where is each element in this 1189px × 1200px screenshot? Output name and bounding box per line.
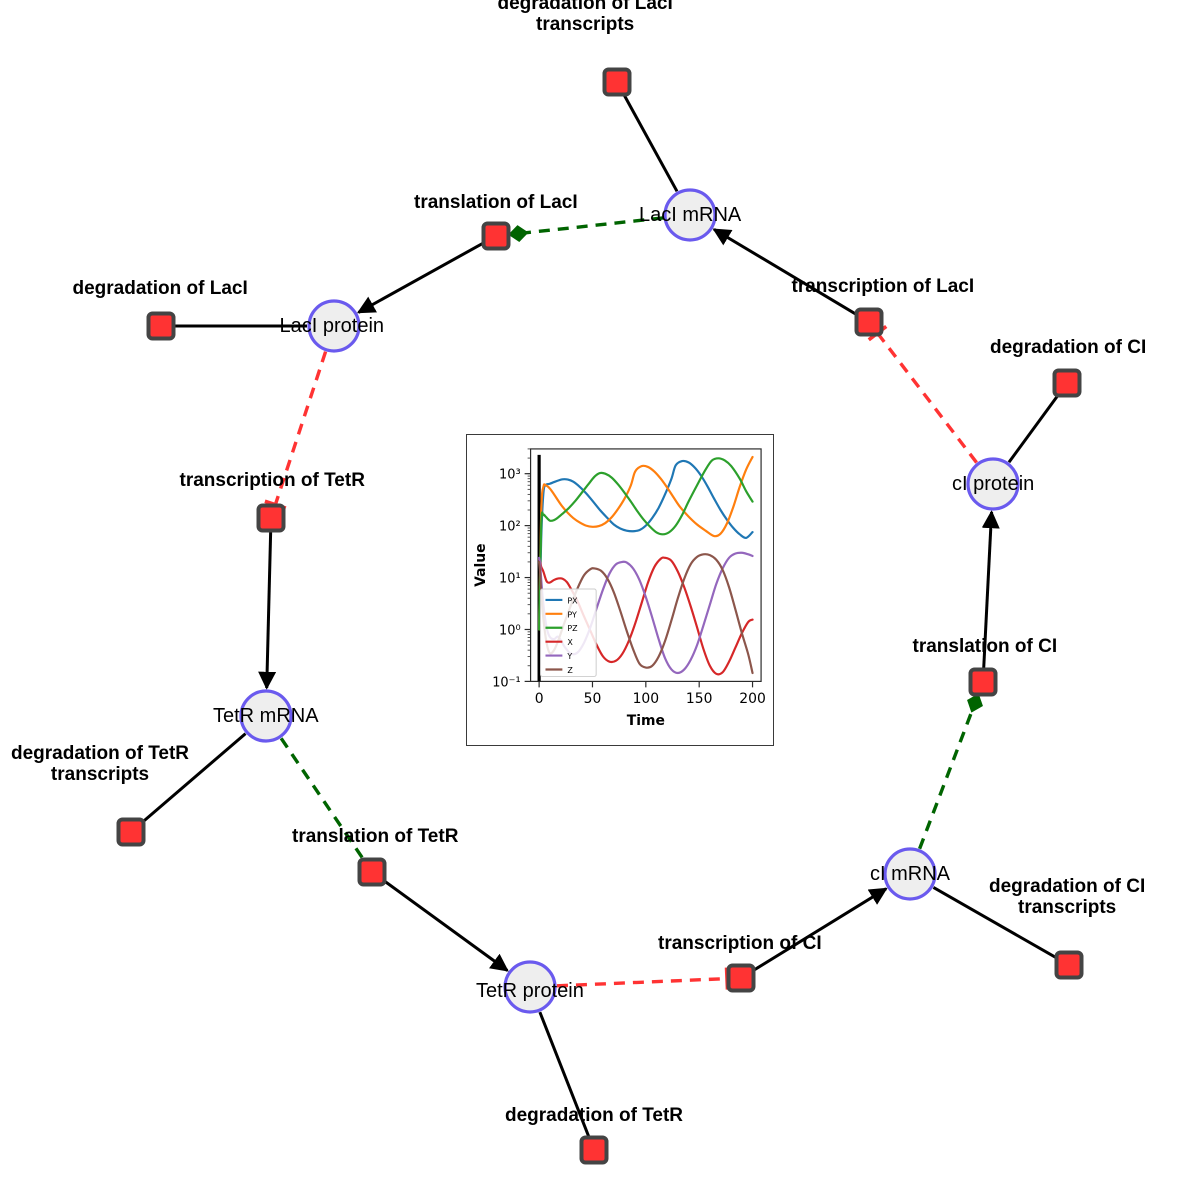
edge-tetr_protein-to-transcr_ci bbox=[556, 976, 728, 988]
x-tick-label: 100 bbox=[633, 691, 660, 707]
reaction-label-deg_laci_transcripts: degradation of LacI transcripts bbox=[497, 0, 673, 35]
reaction-node-transcr_ci[interactable] bbox=[726, 963, 756, 993]
edge-ci_protein-to-deg_ci bbox=[1007, 393, 1060, 464]
series-PY bbox=[538, 455, 754, 631]
reaction-node-deg_tetr_transcripts[interactable] bbox=[116, 817, 146, 847]
edge-transl_tetr-to-tetr_protein bbox=[382, 879, 509, 972]
reaction-node-deg_laci_transcripts[interactable] bbox=[602, 67, 632, 97]
reaction-node-transcr_laci[interactable] bbox=[854, 307, 884, 337]
y-tick-label: 10¹ bbox=[499, 572, 521, 587]
species-node-laci_protein[interactable] bbox=[307, 299, 361, 353]
y-tick-label: 10³ bbox=[499, 468, 521, 483]
edge-tetr_mrna-to-deg_tetr_transcripts bbox=[140, 732, 247, 825]
reaction-label-deg_ci_transcripts: degradation of CI transcripts bbox=[989, 875, 1146, 918]
reaction-label-transcr_ci: transcription of CI bbox=[658, 932, 822, 954]
x-tick-label: 50 bbox=[584, 691, 602, 707]
reaction-label-deg_ci: degradation of CI bbox=[990, 336, 1147, 358]
reaction-label-transl_tetr: translation of TetR bbox=[292, 825, 459, 847]
species-label-tetr_protein: TetR protein bbox=[476, 980, 584, 1002]
reaction-node-deg_ci[interactable] bbox=[1052, 368, 1082, 398]
x-tick-label: 0 bbox=[535, 691, 544, 707]
edge-transl_laci-to-laci_protein bbox=[356, 241, 485, 314]
reaction-node-transcr_tetr[interactable] bbox=[256, 503, 286, 533]
legend-item-PX: PX bbox=[567, 596, 578, 605]
species-label-laci_protein: LacI protein bbox=[279, 315, 385, 337]
series-PZ bbox=[538, 457, 754, 631]
y-tick-label: 10² bbox=[499, 520, 521, 535]
species-node-laci_mrna[interactable] bbox=[663, 188, 717, 242]
edge-tetr_protein-to-deg_tetr bbox=[538, 1011, 591, 1138]
simulation-plot-inset: 10⁻¹ 10⁰ 10¹ 10² 10³ 0 50 100 150 200 Time Value PX P… bbox=[466, 434, 774, 746]
edge-ci_mrna-to-deg_ci_transcripts bbox=[932, 886, 1058, 960]
reaction-label-transl_laci: translation of LacI bbox=[414, 191, 578, 213]
legend-item-PY: PY bbox=[567, 610, 577, 619]
edge-laci_mrna-to-transl_laci bbox=[508, 216, 664, 243]
reaction-node-transl_tetr[interactable] bbox=[357, 857, 387, 887]
edge-transcr_tetr-to-tetr_mrna bbox=[258, 531, 277, 690]
series-PX bbox=[538, 459, 754, 631]
species-node-tetr_mrna[interactable] bbox=[239, 689, 293, 743]
species-label-tetr_mrna: TetR mRNA bbox=[213, 705, 319, 727]
edge-layer bbox=[140, 93, 1060, 1138]
edge-transcr_laci-to-laci_mrna bbox=[712, 228, 858, 317]
reaction-label-transl_ci: translation of CI bbox=[912, 635, 1058, 657]
edge-ci_mrna-to-transl_ci bbox=[918, 693, 983, 850]
edge-ci_protein-to-transcr_laci bbox=[876, 332, 978, 464]
x-tick-label: 200 bbox=[739, 691, 766, 707]
species-node-tetr_protein[interactable] bbox=[503, 960, 557, 1014]
series-X bbox=[538, 556, 754, 676]
legend-item-Y: Y bbox=[566, 652, 572, 661]
reaction-node-transl_ci[interactable] bbox=[968, 667, 998, 697]
edge-transcr_ci-to-ci_mrna bbox=[752, 887, 888, 972]
reaction-label-transcr_tetr: transcription of TetR bbox=[179, 469, 365, 491]
species-node-ci_mrna[interactable] bbox=[883, 847, 937, 901]
species-node-ci_protein[interactable] bbox=[966, 457, 1020, 511]
species-label-laci_mrna: LacI mRNA bbox=[639, 204, 742, 226]
node-layer bbox=[116, 67, 1084, 1165]
reaction-node-deg_laci[interactable] bbox=[146, 311, 176, 341]
edge-transl_ci-to-ci_protein bbox=[981, 510, 1000, 669]
y-tick-label: 10⁻¹ bbox=[492, 675, 520, 690]
y-tick-label: 10⁰ bbox=[499, 623, 521, 638]
reaction-node-deg_ci_transcripts[interactable] bbox=[1054, 950, 1084, 980]
reaction-label-deg_laci: degradation of LacI bbox=[72, 277, 248, 299]
edge-tetr_mrna-to-transl_tetr bbox=[279, 737, 366, 862]
reaction-node-deg_tetr[interactable] bbox=[579, 1135, 609, 1165]
chart-legend: PX PY PZ XYZ bbox=[540, 588, 597, 677]
y-axis-label: Value bbox=[473, 543, 489, 586]
legend-item-PZ: PZ bbox=[567, 624, 578, 633]
species-label-ci_mrna: cI mRNA bbox=[870, 863, 950, 885]
reaction-label-deg_tetr: degradation of TetR bbox=[505, 1104, 684, 1126]
x-axis-label: Time bbox=[627, 713, 665, 729]
reaction-node-transl_laci[interactable] bbox=[481, 221, 511, 251]
species-label-ci_protein: cI protein bbox=[952, 473, 1035, 495]
legend-item-Z: Z bbox=[567, 666, 573, 675]
edge-laci_mrna-to-deg_laci_transcripts bbox=[622, 93, 679, 193]
reaction-label-deg_tetr_transcripts: degradation of TetR transcripts bbox=[11, 742, 190, 785]
edge-laci_protein-to-transcr_tetr bbox=[273, 351, 328, 506]
reaction-label-transcr_laci: transcription of LacI bbox=[791, 275, 975, 297]
x-tick-label: 150 bbox=[686, 691, 713, 707]
legend-item-X: X bbox=[567, 638, 573, 647]
